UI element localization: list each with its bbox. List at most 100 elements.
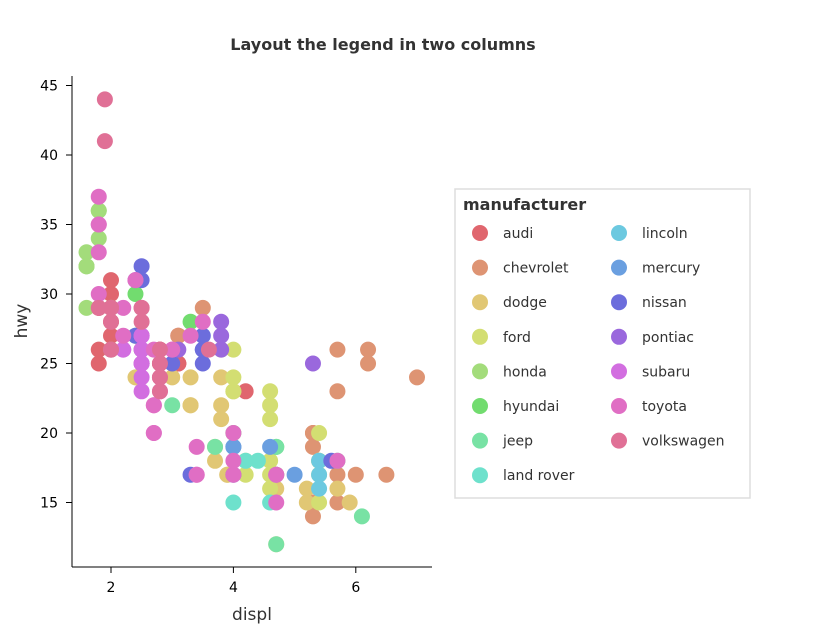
data-point-toyota — [90, 188, 107, 205]
chart-title: Layout the legend in two columns — [230, 35, 535, 54]
x-tick-label: 4 — [229, 580, 238, 596]
data-point-lincoln — [311, 452, 328, 469]
data-point-audi — [103, 286, 119, 302]
data-point-subaru — [133, 327, 150, 344]
y-axis-label: hwy — [12, 304, 32, 339]
data-point-pontiac — [213, 327, 230, 344]
legend-swatch-lincoln — [611, 225, 627, 241]
data-point-nissan — [194, 355, 211, 372]
data-point-jeep — [268, 536, 285, 553]
data-point-dodge — [213, 397, 230, 414]
data-point-nissan — [164, 355, 181, 372]
data-point-volkswagen — [200, 341, 217, 358]
data-point-toyota — [145, 397, 162, 414]
data-point-nissan — [133, 258, 150, 275]
x-axis-label: displ — [232, 605, 272, 625]
data-point-jeep — [353, 508, 370, 525]
legend-title: manufacturer — [463, 195, 586, 214]
data-point-dodge — [341, 494, 358, 511]
data-point-dodge — [329, 480, 346, 497]
legend-swatch-volkswagen — [611, 432, 627, 449]
data-point-toyota — [225, 452, 242, 469]
data-point-toyota — [268, 494, 285, 511]
data-point-honda — [90, 230, 107, 247]
legend-entries: audi chevrolet dodge ford honda hyundai jeep la… — [472, 225, 725, 484]
data-point-toyota — [115, 327, 132, 344]
data-point-volkswagen — [103, 313, 119, 330]
data-point-toyota — [188, 438, 205, 455]
data-point-chevrolet — [329, 383, 346, 400]
data-point-hyundai — [127, 286, 144, 302]
data-point-volkswagen — [90, 299, 107, 316]
data-point-volkswagen — [151, 341, 168, 358]
legend-swatch-hyundai — [472, 398, 488, 414]
data-point-lincoln — [311, 480, 328, 497]
y-tick-label: 25 — [40, 357, 58, 373]
data-point-land-rover — [225, 494, 242, 511]
data-point-ford — [225, 369, 242, 386]
data-point-land-rover — [237, 452, 254, 469]
legend-label-toyota: toyota — [642, 399, 687, 415]
data-point-ford — [311, 425, 328, 441]
data-points — [78, 91, 425, 553]
x-ticks: 2 4 6 — [107, 567, 360, 596]
legend-swatch-chevrolet — [472, 259, 488, 276]
data-point-toyota — [225, 466, 242, 483]
data-point-toyota — [90, 216, 107, 233]
legend-swatch-jeep — [472, 432, 488, 449]
data-point-toyota — [182, 327, 199, 344]
data-point-ford — [262, 411, 279, 428]
data-point-audi — [103, 327, 119, 344]
legend-label-volkswagen: volkswagen — [642, 434, 725, 450]
y-tick-label: 15 — [40, 496, 58, 512]
data-point-toyota — [268, 466, 285, 483]
data-point-toyota — [90, 244, 107, 261]
y-tick-label: 35 — [40, 218, 58, 234]
data-point-toyota — [90, 286, 107, 302]
legend-label-pontiac: pontiac — [642, 330, 694, 346]
data-point-chevrolet — [360, 355, 377, 372]
data-point-chevrolet — [329, 466, 346, 483]
legend-label-nissan: nissan — [642, 295, 687, 311]
legend: manufacturer audi chevrolet dodge ford honda… — [454, 188, 751, 499]
legend-swatch-ford — [472, 328, 488, 345]
legend-label-audi: audi — [503, 226, 533, 242]
data-point-chevrolet — [329, 341, 346, 358]
data-point-mercury — [262, 438, 279, 455]
data-point-volkswagen — [96, 91, 113, 108]
data-point-subaru — [133, 369, 150, 386]
data-point-dodge — [213, 369, 230, 386]
data-point-ford — [262, 383, 279, 400]
data-point-toyota — [194, 313, 211, 330]
data-point-toyota — [164, 341, 181, 358]
data-point-dodge — [298, 494, 315, 511]
data-point-toyota — [145, 425, 162, 441]
data-point-ford — [225, 383, 242, 400]
x-tick-label: 2 — [107, 580, 116, 596]
y-ticks: 15 20 25 30 35 40 45 — [40, 79, 72, 512]
legend-label-hyundai: hyundai — [503, 399, 559, 415]
legend-label-dodge: dodge — [503, 295, 547, 311]
data-point-land-rover — [249, 452, 266, 469]
legend-label-lincoln: lincoln — [642, 226, 688, 242]
legend-swatch-audi — [472, 225, 488, 241]
axes — [71, 76, 432, 568]
data-point-honda — [90, 202, 107, 219]
data-point-dodge — [298, 480, 315, 497]
data-point-dodge — [213, 411, 230, 428]
data-point-lincoln — [311, 466, 328, 483]
data-point-audi — [90, 355, 107, 372]
data-point-ford — [311, 494, 328, 511]
data-point-mercury — [286, 466, 303, 483]
data-point-ford — [262, 452, 279, 469]
data-point-dodge — [164, 369, 181, 386]
data-point-ford — [262, 397, 279, 414]
data-point-ford — [225, 341, 242, 358]
data-point-mercury — [225, 438, 242, 455]
legend-swatch-land-rover — [472, 467, 488, 484]
data-point-pontiac — [304, 355, 321, 372]
data-point-pontiac — [213, 313, 230, 330]
data-point-chevrolet — [304, 508, 321, 525]
data-point-ford — [262, 480, 279, 497]
